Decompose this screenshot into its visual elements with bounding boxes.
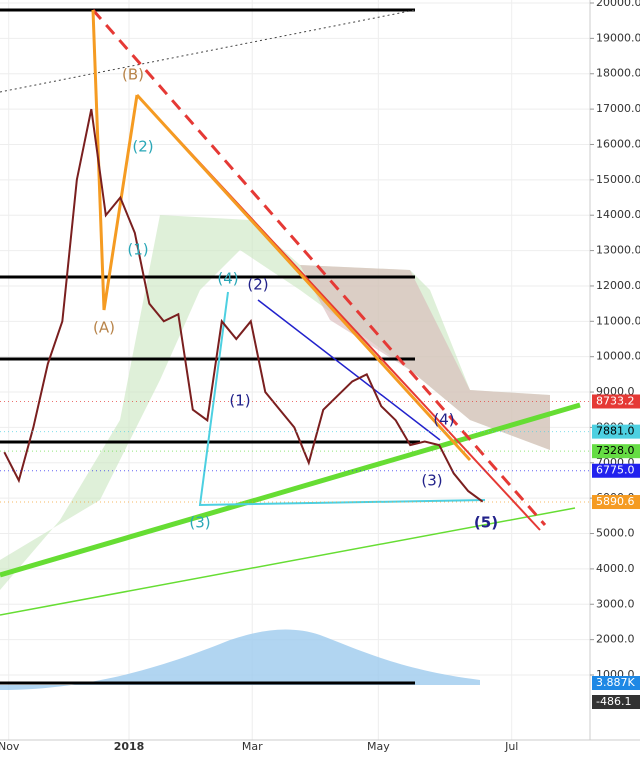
y-tick-label: 15000.0 xyxy=(596,173,640,186)
plot xyxy=(3,108,484,503)
y-tick-label: 16000.0 xyxy=(596,137,640,150)
wave-label: (3) xyxy=(421,472,442,490)
wave-label: (5) xyxy=(474,514,498,532)
price-tag xyxy=(592,394,640,409)
price-tag-label: 7328.0 xyxy=(596,444,635,457)
y-tick-label: 19000.0 xyxy=(596,31,640,44)
x-tick-label: 2018 xyxy=(114,740,145,753)
trend-line xyxy=(91,9,547,526)
indicator-tag xyxy=(592,676,640,690)
price-line xyxy=(3,108,484,503)
wave-line xyxy=(257,299,441,441)
y-tick-label: 14000.0 xyxy=(596,208,640,221)
wave-label: (4) xyxy=(217,270,238,288)
wave-label: (B) xyxy=(122,66,144,84)
trend-line xyxy=(0,402,581,578)
price-tag xyxy=(592,444,640,459)
y-tick-label: 5000.0 xyxy=(596,527,635,540)
x-tick-label: Nov xyxy=(0,740,20,753)
y-tick-label: 2000.0 xyxy=(596,633,635,646)
y-tick-label: 11000.0 xyxy=(596,314,640,327)
x-tick-label: Jul xyxy=(504,740,518,753)
wave-label: (1) xyxy=(127,241,148,259)
y-tick-label: 10000.0 xyxy=(596,350,640,363)
wave-line xyxy=(198,291,486,507)
y-tick-label: 4000.0 xyxy=(596,562,635,575)
grid xyxy=(0,0,590,740)
price-tag xyxy=(592,495,640,510)
wave-label: (3) xyxy=(189,514,210,532)
volume-area xyxy=(0,629,480,690)
y-tick-label: 3000.0 xyxy=(596,597,635,610)
trend-line xyxy=(0,507,576,616)
price-tag-label: 5890.6 xyxy=(596,495,635,508)
wave-label: (2) xyxy=(247,276,268,294)
price-tag xyxy=(592,463,640,478)
y-tick-label: 12000.0 xyxy=(596,279,640,292)
indicator-tag xyxy=(592,695,640,709)
y-tick-label: 13000.0 xyxy=(596,244,640,257)
wave-label: (2) xyxy=(132,138,153,156)
price-tag xyxy=(592,424,640,439)
cloud xyxy=(300,265,550,450)
x-tick-label: May xyxy=(367,740,390,753)
wave-label: (4) xyxy=(433,411,454,429)
wave-label: (A) xyxy=(93,319,115,337)
y-tick-label: 17000.0 xyxy=(596,102,640,115)
wave-label: (1) xyxy=(229,392,250,410)
indicator-label: 3.887K xyxy=(596,676,635,689)
wave-line xyxy=(91,9,139,311)
x-tick-label: Mar xyxy=(242,740,263,753)
price-tag-label: 8733.2 xyxy=(596,394,635,407)
y-tick-label: 18000.0 xyxy=(596,67,640,80)
trend-line xyxy=(0,9,416,93)
y-tick-label: 20000.0 xyxy=(596,0,640,9)
trend-line xyxy=(135,93,472,462)
price-tag-label: 6775.0 xyxy=(596,464,635,477)
decor xyxy=(0,0,640,741)
indicator-label: -486.1 xyxy=(596,695,631,708)
price-tag-label: 7881.0 xyxy=(596,425,635,438)
